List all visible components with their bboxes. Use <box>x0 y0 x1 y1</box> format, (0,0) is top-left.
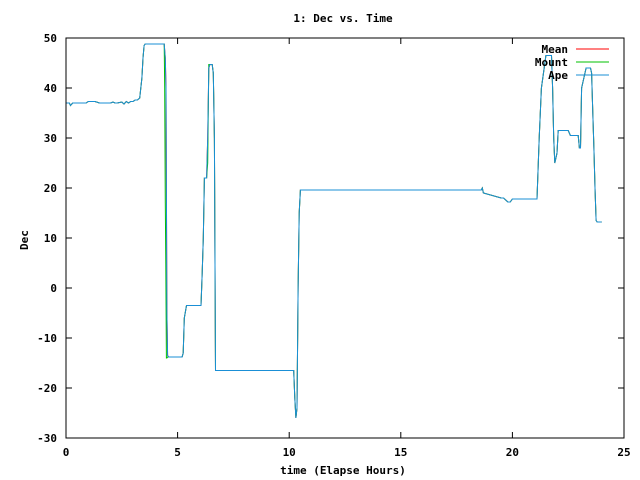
y-tick-label: 30 <box>44 132 57 145</box>
x-axis-label: time (Elapse Hours) <box>280 464 406 477</box>
x-tick-label: 10 <box>283 446 296 459</box>
y-tick-label: 10 <box>44 232 57 245</box>
chart-title: 1: Dec vs. Time <box>293 12 393 25</box>
plot-frame <box>65 37 625 439</box>
plot-lines <box>66 43 602 419</box>
y-tick-label: 50 <box>44 32 57 45</box>
series-line-ape <box>66 43 602 419</box>
y-tick-label: 0 <box>50 282 57 295</box>
y-tick-label: -10 <box>37 332 57 345</box>
y-axis-label: Dec <box>18 230 31 250</box>
axis-ticks: 0 5 10 15 20 25 -30 -20 -10 0 10 20 30 40 50 <box>37 32 631 459</box>
x-tick-label: 15 <box>394 446 407 459</box>
legend-label-ape: Ape <box>548 69 568 82</box>
x-tick-label: 20 <box>506 446 519 459</box>
x-tick-label: 0 <box>63 446 70 459</box>
y-tick-label: 40 <box>44 82 57 95</box>
series-line-mean <box>66 43 602 419</box>
legend-label-mount: Mount <box>535 56 568 69</box>
y-tick-label: 20 <box>44 182 57 195</box>
legend-label-mean: Mean <box>542 43 569 56</box>
y-tick-label: -20 <box>37 382 57 395</box>
x-tick-label: 25 <box>617 446 630 459</box>
y-tick-label: -30 <box>37 432 57 445</box>
series-line-mount <box>66 43 602 419</box>
x-tick-label: 5 <box>174 446 181 459</box>
